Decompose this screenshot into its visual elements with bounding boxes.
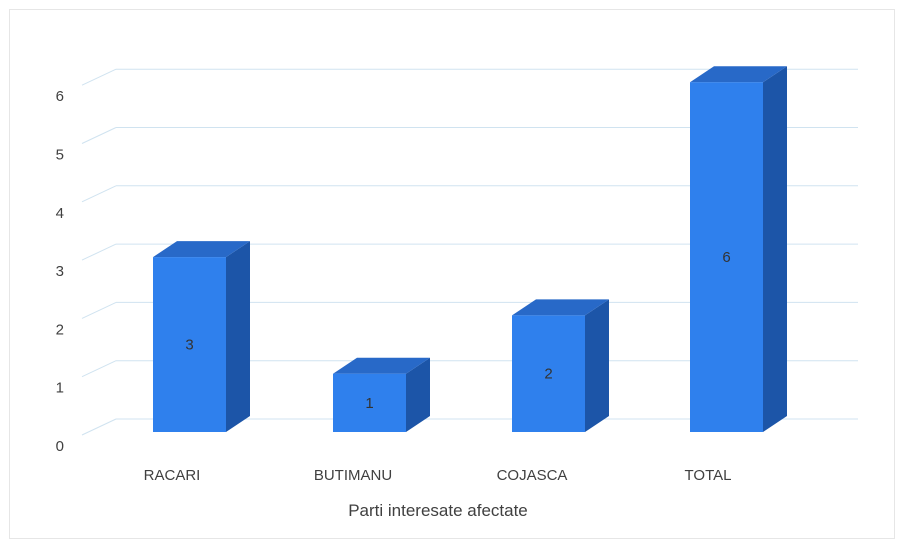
bar-front <box>512 315 585 432</box>
x-axis-title: Parti interesate afectate <box>348 501 528 520</box>
bar-side <box>406 357 430 432</box>
gridline-depth-6 <box>81 68 117 86</box>
gridline-depth-4 <box>81 185 117 203</box>
gridline-depth-0 <box>81 418 117 436</box>
bar-front <box>690 82 763 432</box>
y-tick-label: 1 <box>56 380 64 397</box>
data-label: 1 <box>365 395 373 412</box>
x-category-label: TOTAL <box>685 467 732 484</box>
gridline-depth-1 <box>81 360 117 378</box>
bar-side <box>226 241 250 432</box>
bar-top <box>333 357 430 374</box>
bar-top <box>153 241 250 258</box>
bar-racari: 3 <box>153 241 250 432</box>
data-label: 2 <box>544 366 552 383</box>
y-axis-ticks: 0 1 2 3 4 5 6 <box>56 88 64 455</box>
bar-top <box>512 299 609 316</box>
bar-cojasca: 2 <box>512 299 609 432</box>
y-tick-label: 5 <box>56 147 64 164</box>
gridline-depth-2 <box>81 301 117 319</box>
bar-front <box>153 257 226 432</box>
bar-side <box>763 66 787 432</box>
y-tick-label: 2 <box>56 321 64 338</box>
x-category-label: COJASCA <box>497 467 568 484</box>
data-label: 3 <box>185 337 193 354</box>
y-tick-label: 6 <box>56 88 64 105</box>
bars: 3 1 2 6 <box>153 66 787 432</box>
x-category-label: BUTIMANU <box>314 467 392 484</box>
bar-side <box>585 299 609 432</box>
x-axis-categories: RACARI BUTIMANU COJASCA TOTAL <box>144 467 732 484</box>
bar-top <box>690 66 787 83</box>
x-category-label: RACARI <box>144 467 201 484</box>
y-tick-label: 0 <box>56 438 64 455</box>
gridline-depth-5 <box>81 127 117 144</box>
bar-butimanu: 1 <box>333 357 430 432</box>
bar-total: 6 <box>690 66 787 432</box>
y-tick-label: 4 <box>56 205 64 222</box>
data-label: 6 <box>722 249 730 266</box>
y-tick-label: 3 <box>56 263 64 280</box>
bar-front <box>333 373 406 432</box>
gridline-depth-3 <box>81 243 117 261</box>
